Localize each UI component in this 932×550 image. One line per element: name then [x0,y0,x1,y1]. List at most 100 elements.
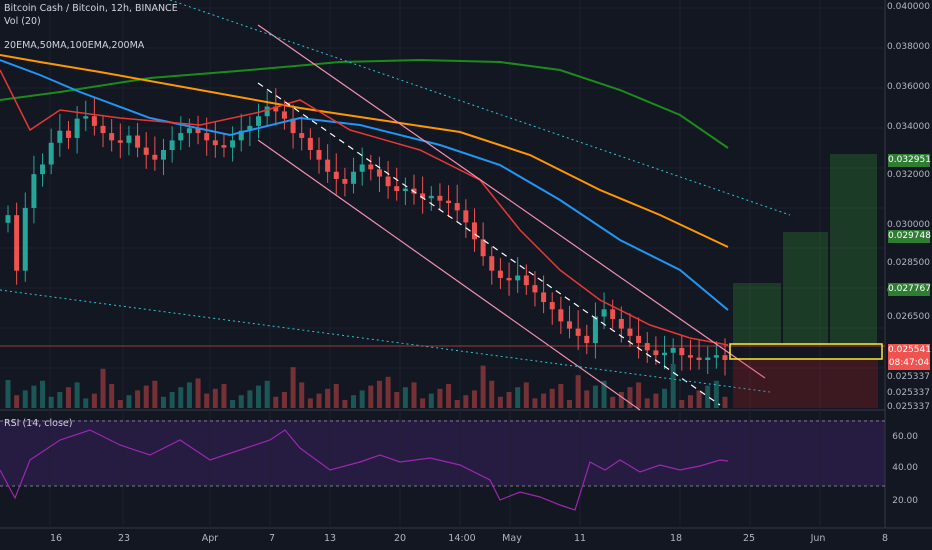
chart-title: Bitcoin Cash / Bitcoin, 12h, BINANCE [4,3,178,14]
volume-bar-37 [325,388,331,408]
volume-bar-67 [584,390,590,408]
volume-bar-8 [74,382,80,408]
candle-71 [618,318,624,329]
time-label-5: 20 [393,533,407,544]
volume-bar-62 [541,393,547,408]
stop-zone [733,360,878,408]
candle-25 [221,145,227,148]
volume-bar-61 [532,398,538,408]
volume-bar-42 [368,385,374,408]
volume-bar-43 [376,380,382,408]
price-tick-3: 0.034000 [887,122,930,132]
candle-4 [40,164,46,175]
candle-27 [238,130,244,141]
volume-bar-18 [160,396,166,408]
volume-bar-68 [592,385,598,408]
volume-bar-69 [601,380,607,408]
time-label-9: 18 [669,533,683,544]
price-pane [0,0,885,410]
volume-bar-27 [238,395,244,408]
volume-bar-39 [342,400,348,408]
candle-48 [420,193,426,199]
volume-bar-0 [5,380,11,408]
candle-53 [463,210,469,223]
candle-56 [489,256,495,271]
time-label-1: 23 [117,533,131,544]
ema100-line [0,54,729,248]
volume-bar-40 [351,395,357,408]
volume-bar-52 [454,400,460,408]
time-label-10: 25 [742,533,756,544]
candle-35 [307,137,313,150]
time-label-8: 11 [573,533,587,544]
ma50-line [0,59,729,311]
candle-45 [394,186,400,192]
target-zone-2 [830,154,877,345]
volume-bar-75 [653,393,659,408]
volume-bar-17 [152,380,158,408]
candle-70 [610,309,616,319]
price-tag-1: 0.029748 [888,230,931,243]
time-label-3: 7 [268,533,276,544]
candle-30 [264,106,270,117]
volume-bar-45 [394,392,400,408]
candle-72 [627,328,633,336]
candle-26 [230,140,236,148]
candle-55 [480,239,486,257]
volume-bar-9 [83,398,89,408]
volume-bar-46 [402,387,408,408]
candle-79 [687,355,693,358]
candle-21 [186,128,192,134]
ma200-line [0,58,729,149]
volume-bar-60 [523,382,529,408]
volume-bar-11 [100,368,106,408]
target-zone-1 [783,232,828,345]
price-tick-4: 0.032000 [887,170,930,180]
rsi-label: RSI (14, close) [4,418,73,429]
channel-lower [257,139,641,411]
channel-upper [257,24,766,379]
price-tag-0: 0.032951 [888,154,931,167]
volume-bar-79 [687,395,693,408]
candle-42 [368,164,374,170]
volume-bar-47 [411,382,417,408]
price-tick-9: 0.025337 [887,372,930,382]
candle-81 [705,357,711,360]
time-label-7: May [502,533,522,544]
candle-59 [515,275,521,281]
candle-73 [636,335,642,344]
volume-bar-1 [14,395,20,408]
volume-bar-55 [480,365,486,408]
candle-38 [333,171,339,179]
candle-13 [117,140,123,143]
time-label-6: 14:00 [448,533,476,544]
volume-bar-58 [506,392,512,408]
candle-7 [65,130,71,138]
price-tick-11: 0.025337 [887,402,930,412]
time-label-12: 8 [881,533,889,544]
candle-33 [290,118,296,134]
candle-15 [135,135,141,148]
volume-bar-54 [471,390,477,408]
candle-61 [532,285,538,293]
volume-bar-73 [636,382,642,408]
candle-57 [497,270,503,278]
rsi-tick-0: 60.00 [892,432,918,442]
candle-32 [281,111,287,119]
candle-60 [523,275,529,286]
trendline-upper [169,0,791,216]
volume-bar-34 [299,382,305,408]
time-label-11: Jun [810,533,826,544]
volume-bar-30 [264,380,270,408]
candle-77 [670,347,676,353]
candle-66 [575,328,581,336]
candle-82 [713,355,719,358]
candle-63 [549,302,555,310]
price-tick-10: 0.025337 [887,388,930,398]
candle-46 [402,188,408,192]
price-tick-2: 0.036000 [887,82,930,92]
volume-bar-3 [31,385,37,408]
volume-bar-12 [109,384,115,408]
volume-bar-78 [679,400,685,408]
